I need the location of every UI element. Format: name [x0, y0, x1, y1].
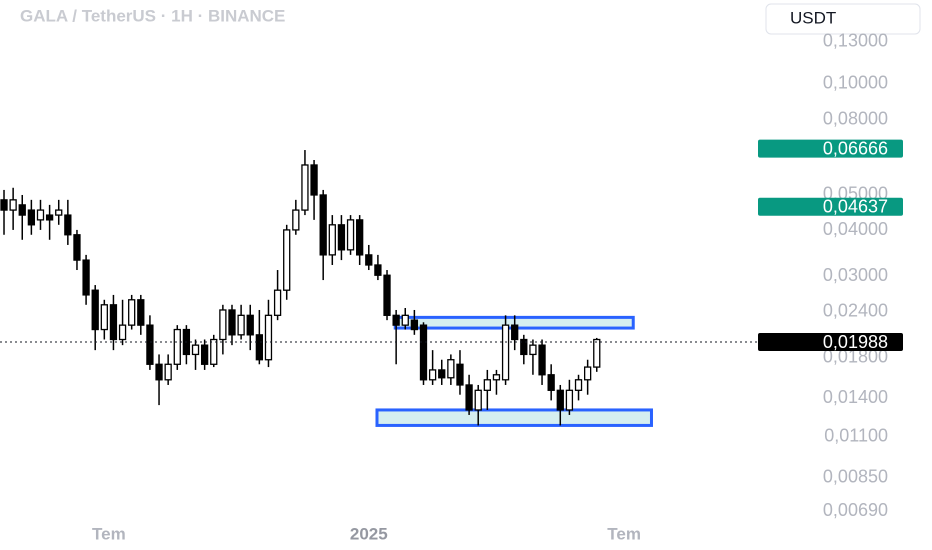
candle-body — [264, 314, 273, 361]
price-badge-label: 0,06666 — [823, 138, 888, 158]
candle-body — [9, 199, 17, 211]
candle-body — [556, 389, 564, 411]
candle-body — [374, 264, 382, 276]
candle-body — [301, 164, 309, 211]
candle-body — [237, 314, 245, 336]
candle-body — [328, 224, 336, 256]
candle-body — [0, 199, 8, 211]
candle-body — [36, 209, 45, 221]
y-tick-label: 0,13000 — [823, 31, 888, 51]
candle-body — [45, 214, 54, 221]
y-tick-label: 0,01400 — [823, 387, 888, 407]
y-tick-label: 0,00690 — [823, 500, 888, 520]
candle-body — [27, 209, 36, 226]
candle-body — [547, 374, 555, 391]
candle-body — [246, 314, 254, 336]
price-badge-label: 0,04637 — [823, 196, 888, 216]
currency[interactable]: USDT — [790, 8, 836, 27]
candle-body — [118, 324, 127, 341]
candle-body — [419, 324, 428, 381]
candle-body — [492, 374, 501, 381]
candle-body — [55, 209, 63, 216]
candle-body — [501, 324, 510, 381]
candle-body — [392, 314, 400, 326]
y-tick-label: 0,01800 — [823, 347, 888, 367]
y-tick-label: 0,01100 — [824, 425, 888, 445]
price-badge — [758, 139, 903, 158]
candle-body — [456, 363, 464, 386]
candle-body — [346, 219, 355, 251]
candle-body — [310, 164, 318, 196]
candle-body — [410, 319, 419, 331]
candle-body — [428, 369, 437, 381]
candle-body — [319, 194, 327, 256]
candle-body — [109, 304, 118, 341]
candle-body — [91, 289, 99, 331]
candle-body — [255, 334, 264, 361]
candle-body — [465, 384, 473, 411]
candle-body — [137, 299, 145, 326]
candle-body — [447, 359, 455, 379]
candle-body — [82, 259, 90, 296]
candle-body — [219, 309, 227, 341]
chart-title: GALA / TetherUS · 1H · BINANCE — [20, 6, 285, 25]
candle-body — [146, 324, 154, 365]
candle-body — [292, 209, 300, 231]
candle-body — [73, 234, 81, 261]
candle-body — [173, 328, 181, 365]
y-tick-label: 0,08000 — [823, 108, 888, 128]
candle-body — [565, 389, 574, 411]
candle-body — [100, 304, 108, 331]
y-tick-label: 0,10000 — [823, 73, 888, 93]
currency-box[interactable] — [765, 3, 921, 35]
candle-body — [200, 344, 209, 365]
candle-body — [273, 289, 282, 316]
candle-body — [474, 389, 482, 411]
candle-body — [365, 254, 373, 266]
y-tick-label: 0,03000 — [823, 265, 888, 285]
x-tick-label: Tem — [92, 524, 126, 543]
x-tick-label: 2025 — [350, 524, 388, 543]
candle-body — [155, 363, 163, 381]
candle-body — [337, 224, 346, 251]
candle-body — [483, 379, 491, 391]
candle-body — [210, 338, 218, 365]
candle-body — [593, 338, 601, 368]
candle-body — [128, 299, 136, 326]
candle-body — [64, 214, 72, 236]
candle-body — [191, 344, 200, 356]
candle-body — [164, 363, 172, 381]
x-tick-label: Tem — [607, 524, 641, 543]
price-badge — [758, 197, 903, 216]
y-tick-label: 0,00850 — [823, 467, 888, 487]
candle-body — [401, 314, 409, 326]
candle-body — [356, 219, 364, 256]
candle-body — [438, 369, 446, 379]
price-badge — [758, 333, 903, 352]
candle-body — [574, 379, 583, 391]
candle-body — [283, 229, 291, 291]
candle-body — [511, 324, 519, 341]
y-tick-label: 0,04000 — [823, 219, 888, 239]
candle-body — [520, 338, 528, 356]
candle-body — [228, 309, 236, 336]
candle-body — [583, 366, 592, 381]
price-badge-label: 0,01988 — [823, 332, 888, 352]
zone — [375, 408, 653, 427]
candle-body — [529, 344, 537, 356]
candle-body — [383, 274, 391, 316]
candle-body — [538, 344, 546, 376]
candle-body — [18, 204, 26, 216]
y-tick-label: 0,02400 — [823, 301, 888, 321]
